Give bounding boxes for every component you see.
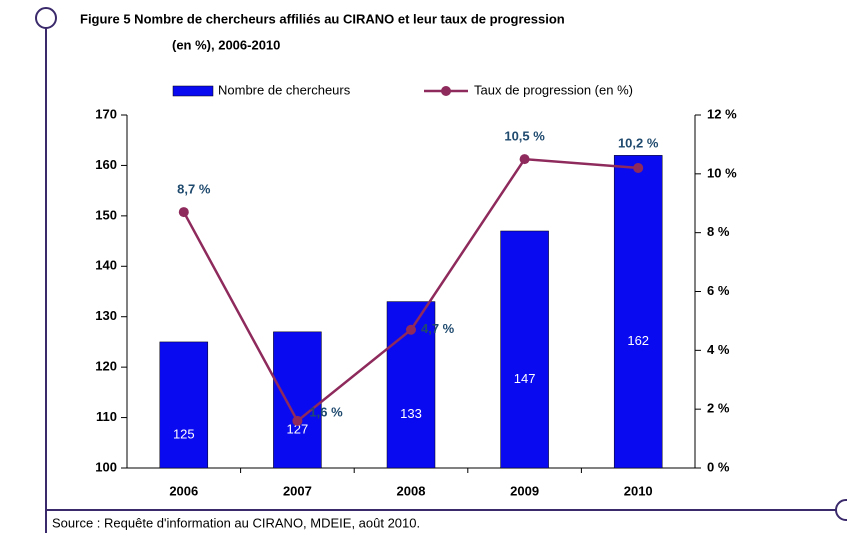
line-marker [406,324,416,335]
y-tick-label: 110 [96,409,117,424]
y-tick-label: 170 [95,106,117,121]
y2-tick-label: 8 % [707,224,730,239]
line-value-label: 8,7 % [177,182,211,197]
x-tick-label: 2007 [283,483,312,498]
x-tick-label: 2009 [510,483,539,498]
y-tick-label: 120 [95,359,117,374]
bar-value-label: 162 [627,333,649,348]
bar [273,331,322,469]
x-tick-label: 2006 [169,483,198,498]
decor-circle [835,499,847,521]
line-value-label: 4,7 % [421,321,455,336]
line-marker [292,415,303,426]
line-marker [633,162,644,173]
x-tick-label: 2008 [397,483,426,498]
y-tick-label: 140 [95,258,117,273]
chart-title: (en %), 2006-2010 [172,37,280,52]
bar-value-label: 147 [514,371,536,386]
y2-tick-label: 0 % [707,459,730,474]
legend-swatch [172,85,214,97]
bar-value-label: 127 [287,421,309,436]
legend-swatch [441,86,451,96]
chart-title: Figure 5 Nombre de chercheurs affiliés a… [80,11,565,26]
decor-circle [35,7,57,29]
y-tick-label: 130 [95,308,117,323]
source: Source : Requête d'information au CIRANO… [52,515,420,530]
y2-tick-label: 6 % [707,283,730,298]
legend-label: Nombre de chercheurs [218,82,351,97]
legend-label: Taux de progression (en %) [474,82,633,97]
bar-value-label: 133 [400,406,422,421]
bar-value-label: 125 [173,426,195,441]
y2-tick-label: 12 % [707,106,737,121]
y-tick-label: 160 [95,157,117,172]
y-tick-label: 150 [95,207,117,222]
bar [159,341,209,469]
line-marker [178,207,189,218]
line-value-label: 10,2 % [618,135,659,150]
y2-tick-label: 10 % [707,165,737,180]
line-value-label: 1,6 % [309,404,343,419]
x-tick-label: 2010 [624,483,653,498]
y2-tick-label: 2 % [707,401,730,416]
y-tick-label: 100 [95,459,117,474]
line-value-label: 10,5 % [504,129,545,144]
bar [500,230,549,469]
line-marker [519,154,530,165]
y2-tick-label: 4 % [707,342,730,357]
bar [613,155,663,469]
